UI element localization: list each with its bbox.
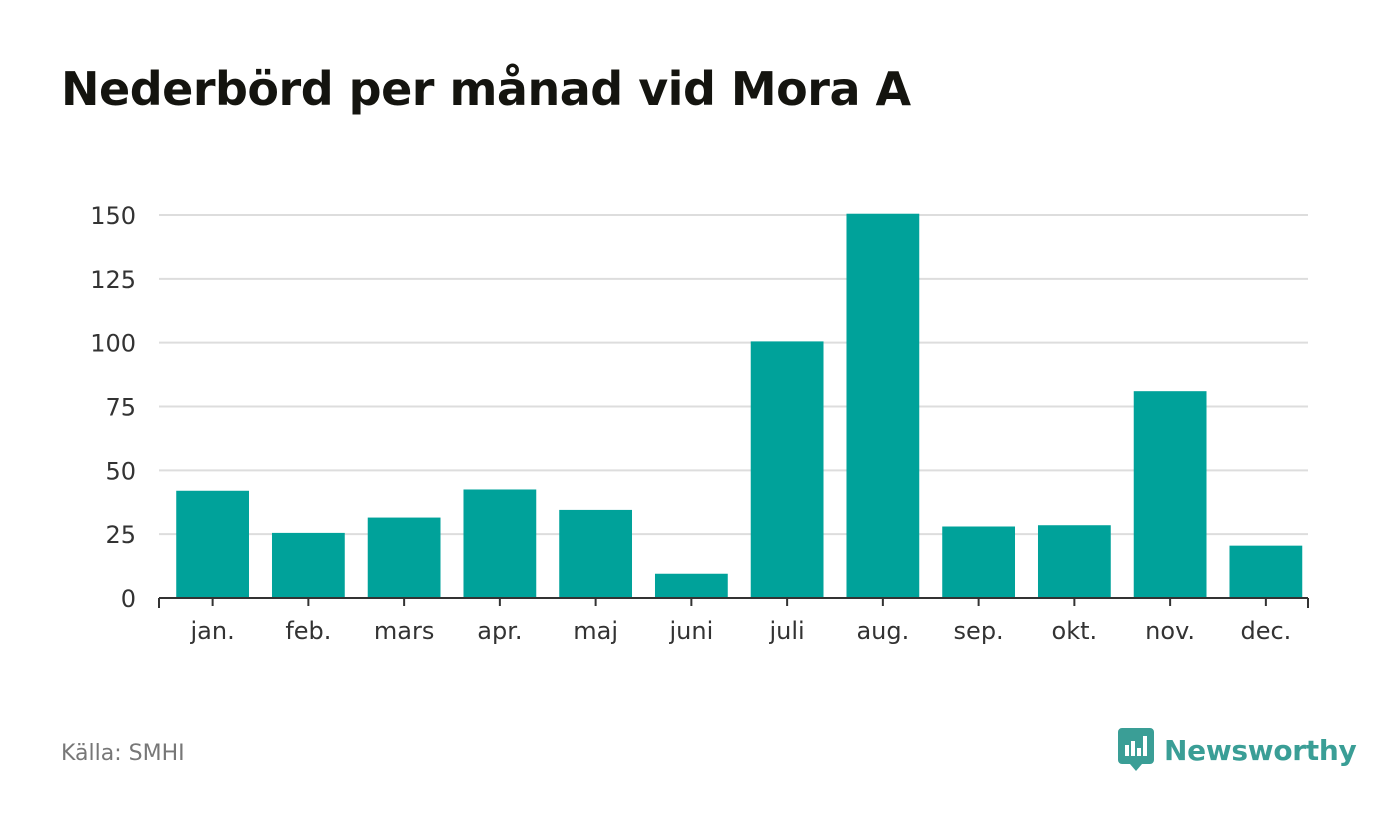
bar [176, 490, 250, 598]
y-axis-labels: 0 25 50 75 100 125 150 [90, 202, 136, 613]
bar [846, 213, 920, 598]
page-title: Nederbörd per månad vid Mora A [61, 62, 911, 116]
brand-logo[interactable]: Newsworthy [1118, 728, 1357, 772]
bar [942, 526, 1016, 598]
x-tick-label: mars [374, 617, 434, 645]
bar [367, 517, 441, 598]
x-axis [158, 597, 1309, 608]
brand-name: Newsworthy [1164, 733, 1357, 767]
x-tick-label: nov. [1145, 617, 1195, 645]
bar [559, 509, 633, 598]
bar [750, 341, 824, 598]
y-tick-label: 100 [90, 330, 136, 358]
x-tick-label: feb. [285, 617, 331, 645]
x-tick-label: maj [573, 617, 618, 645]
x-tick-label: aug. [856, 617, 909, 645]
y-tick-label: 50 [105, 457, 136, 485]
x-tick-label: dec. [1240, 617, 1291, 645]
x-tick-label: jan. [190, 617, 235, 645]
y-tick-label: 150 [90, 202, 136, 230]
y-tick-label: 125 [90, 266, 136, 294]
bar [463, 489, 537, 598]
bar [271, 532, 345, 598]
gridlines [159, 214, 1308, 536]
x-axis-labels: jan. feb. mars apr. maj juni juli aug. sep. okt. n… [190, 617, 1292, 645]
x-tick-label: juli [769, 617, 805, 645]
x-tick-label: okt. [1052, 617, 1098, 645]
y-tick-label: 25 [105, 521, 136, 549]
x-tick-label: apr. [477, 617, 522, 645]
chart-bubble-icon [1118, 728, 1154, 771]
x-tick-label: juni [668, 617, 713, 645]
y-tick-label: 75 [105, 394, 136, 422]
source-note: Källa: SMHI [61, 741, 185, 766]
bar [654, 573, 728, 598]
x-tick-label: sep. [954, 617, 1004, 645]
bars [176, 213, 1303, 598]
y-tick-label: 0 [121, 585, 136, 613]
bar [1229, 545, 1303, 598]
bar [1037, 525, 1111, 598]
bar [1133, 391, 1207, 598]
